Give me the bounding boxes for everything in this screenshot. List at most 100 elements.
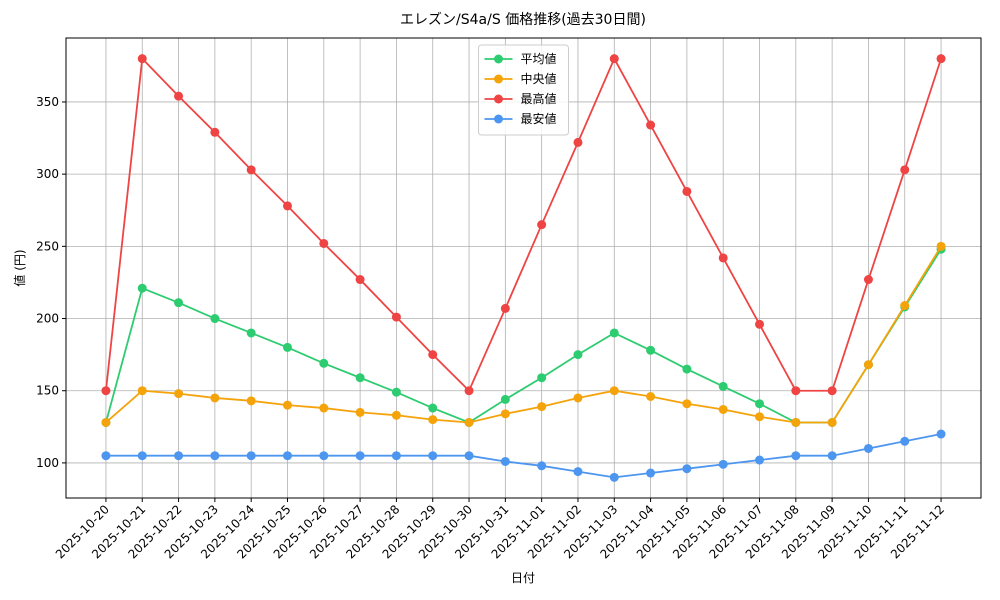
point	[319, 358, 329, 368]
point	[827, 451, 837, 461]
y-tick-label: 300	[36, 167, 59, 181]
point	[101, 451, 111, 461]
point	[137, 54, 147, 64]
legend-label: 中央値	[521, 71, 557, 86]
point	[863, 360, 873, 370]
legend-marker	[494, 74, 503, 84]
point	[646, 468, 656, 478]
point	[174, 451, 184, 461]
point	[319, 238, 329, 248]
point	[682, 364, 692, 374]
legend-marker	[494, 114, 503, 124]
point	[391, 451, 401, 461]
point	[282, 201, 292, 211]
point	[282, 342, 292, 352]
point	[137, 386, 147, 396]
point	[428, 350, 438, 360]
point	[646, 345, 656, 355]
point	[282, 451, 292, 461]
line	[105, 433, 942, 479]
point	[827, 386, 837, 396]
point	[246, 451, 256, 461]
point	[246, 165, 256, 175]
point	[755, 412, 765, 422]
point	[900, 436, 910, 446]
point	[500, 303, 510, 313]
point	[500, 394, 510, 404]
point	[573, 467, 583, 477]
point	[355, 451, 365, 461]
point	[101, 417, 111, 427]
point	[573, 393, 583, 403]
point	[174, 389, 184, 399]
y-tick-label: 100	[36, 456, 59, 470]
point	[791, 451, 801, 461]
point	[682, 186, 692, 196]
point	[319, 451, 329, 461]
point	[537, 220, 547, 230]
point	[682, 399, 692, 409]
line	[105, 248, 942, 424]
legend-marker	[494, 94, 503, 104]
point	[246, 396, 256, 406]
point	[646, 391, 656, 401]
point	[718, 253, 728, 263]
point	[791, 417, 801, 427]
point	[137, 451, 147, 461]
point	[573, 350, 583, 360]
legend-label: 最高値	[521, 91, 557, 106]
point	[500, 456, 510, 466]
point	[210, 451, 220, 461]
point	[609, 386, 619, 396]
point	[174, 298, 184, 308]
y-tick-label: 150	[36, 384, 59, 398]
legend-box	[478, 44, 569, 136]
point	[101, 386, 111, 396]
x-axis-label: 日付	[511, 571, 535, 585]
point	[900, 165, 910, 175]
point	[391, 410, 401, 420]
point	[355, 407, 365, 417]
point	[936, 429, 946, 439]
legend-label: 最安値	[521, 111, 557, 126]
point	[682, 464, 692, 474]
point	[537, 461, 547, 471]
legend-marker	[494, 54, 503, 64]
point	[464, 451, 474, 461]
point	[755, 455, 765, 465]
point	[755, 399, 765, 409]
point	[355, 373, 365, 383]
point	[391, 387, 401, 397]
point	[827, 417, 837, 427]
point	[319, 403, 329, 413]
point	[718, 381, 728, 391]
point	[646, 120, 656, 130]
point	[863, 443, 873, 453]
point	[174, 91, 184, 101]
point	[464, 386, 474, 396]
line	[105, 245, 942, 424]
point	[936, 241, 946, 251]
point	[609, 328, 619, 338]
point	[137, 283, 147, 293]
point	[755, 319, 765, 329]
point	[500, 409, 510, 419]
y-axis-label: 値 (円)	[12, 249, 27, 286]
point	[210, 314, 220, 324]
point	[718, 459, 728, 469]
point	[428, 403, 438, 413]
y-tick-label: 350	[36, 95, 59, 109]
point	[609, 472, 619, 482]
point	[428, 415, 438, 425]
point	[210, 393, 220, 403]
plot-frame	[65, 37, 982, 499]
point	[246, 328, 256, 338]
point	[537, 402, 547, 412]
line	[105, 56, 942, 393]
point	[355, 275, 365, 285]
point	[863, 275, 873, 285]
y-tick-label: 250	[36, 239, 59, 253]
point	[609, 54, 619, 64]
point	[428, 451, 438, 461]
